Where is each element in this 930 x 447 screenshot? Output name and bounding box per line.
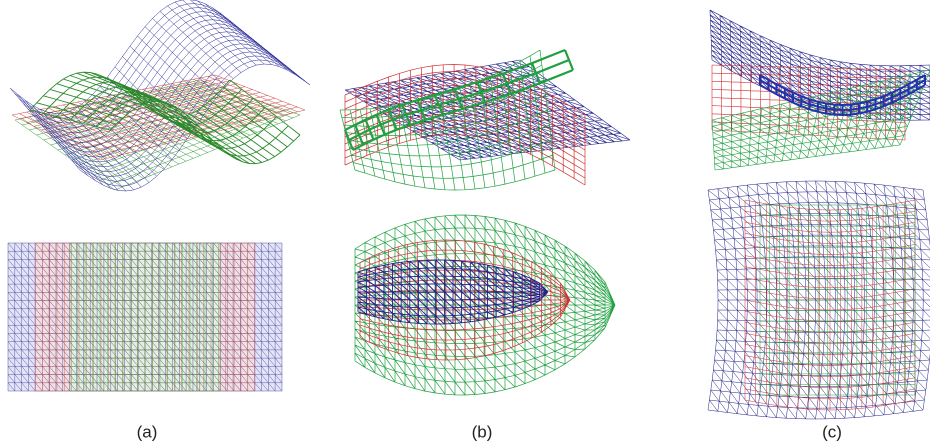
panel-label: (c) [822,422,842,441]
mesh [355,215,615,395]
meshes [8,0,930,419]
mesh [70,243,220,391]
mesh [760,205,915,395]
mesh [10,0,310,191]
mesh [745,200,915,410]
panel-label: (a) [137,422,158,441]
figure: (a) (b) (c) [0,0,930,447]
mesh [340,50,555,190]
mesh [30,72,300,164]
panel-label: (b) [472,422,493,441]
